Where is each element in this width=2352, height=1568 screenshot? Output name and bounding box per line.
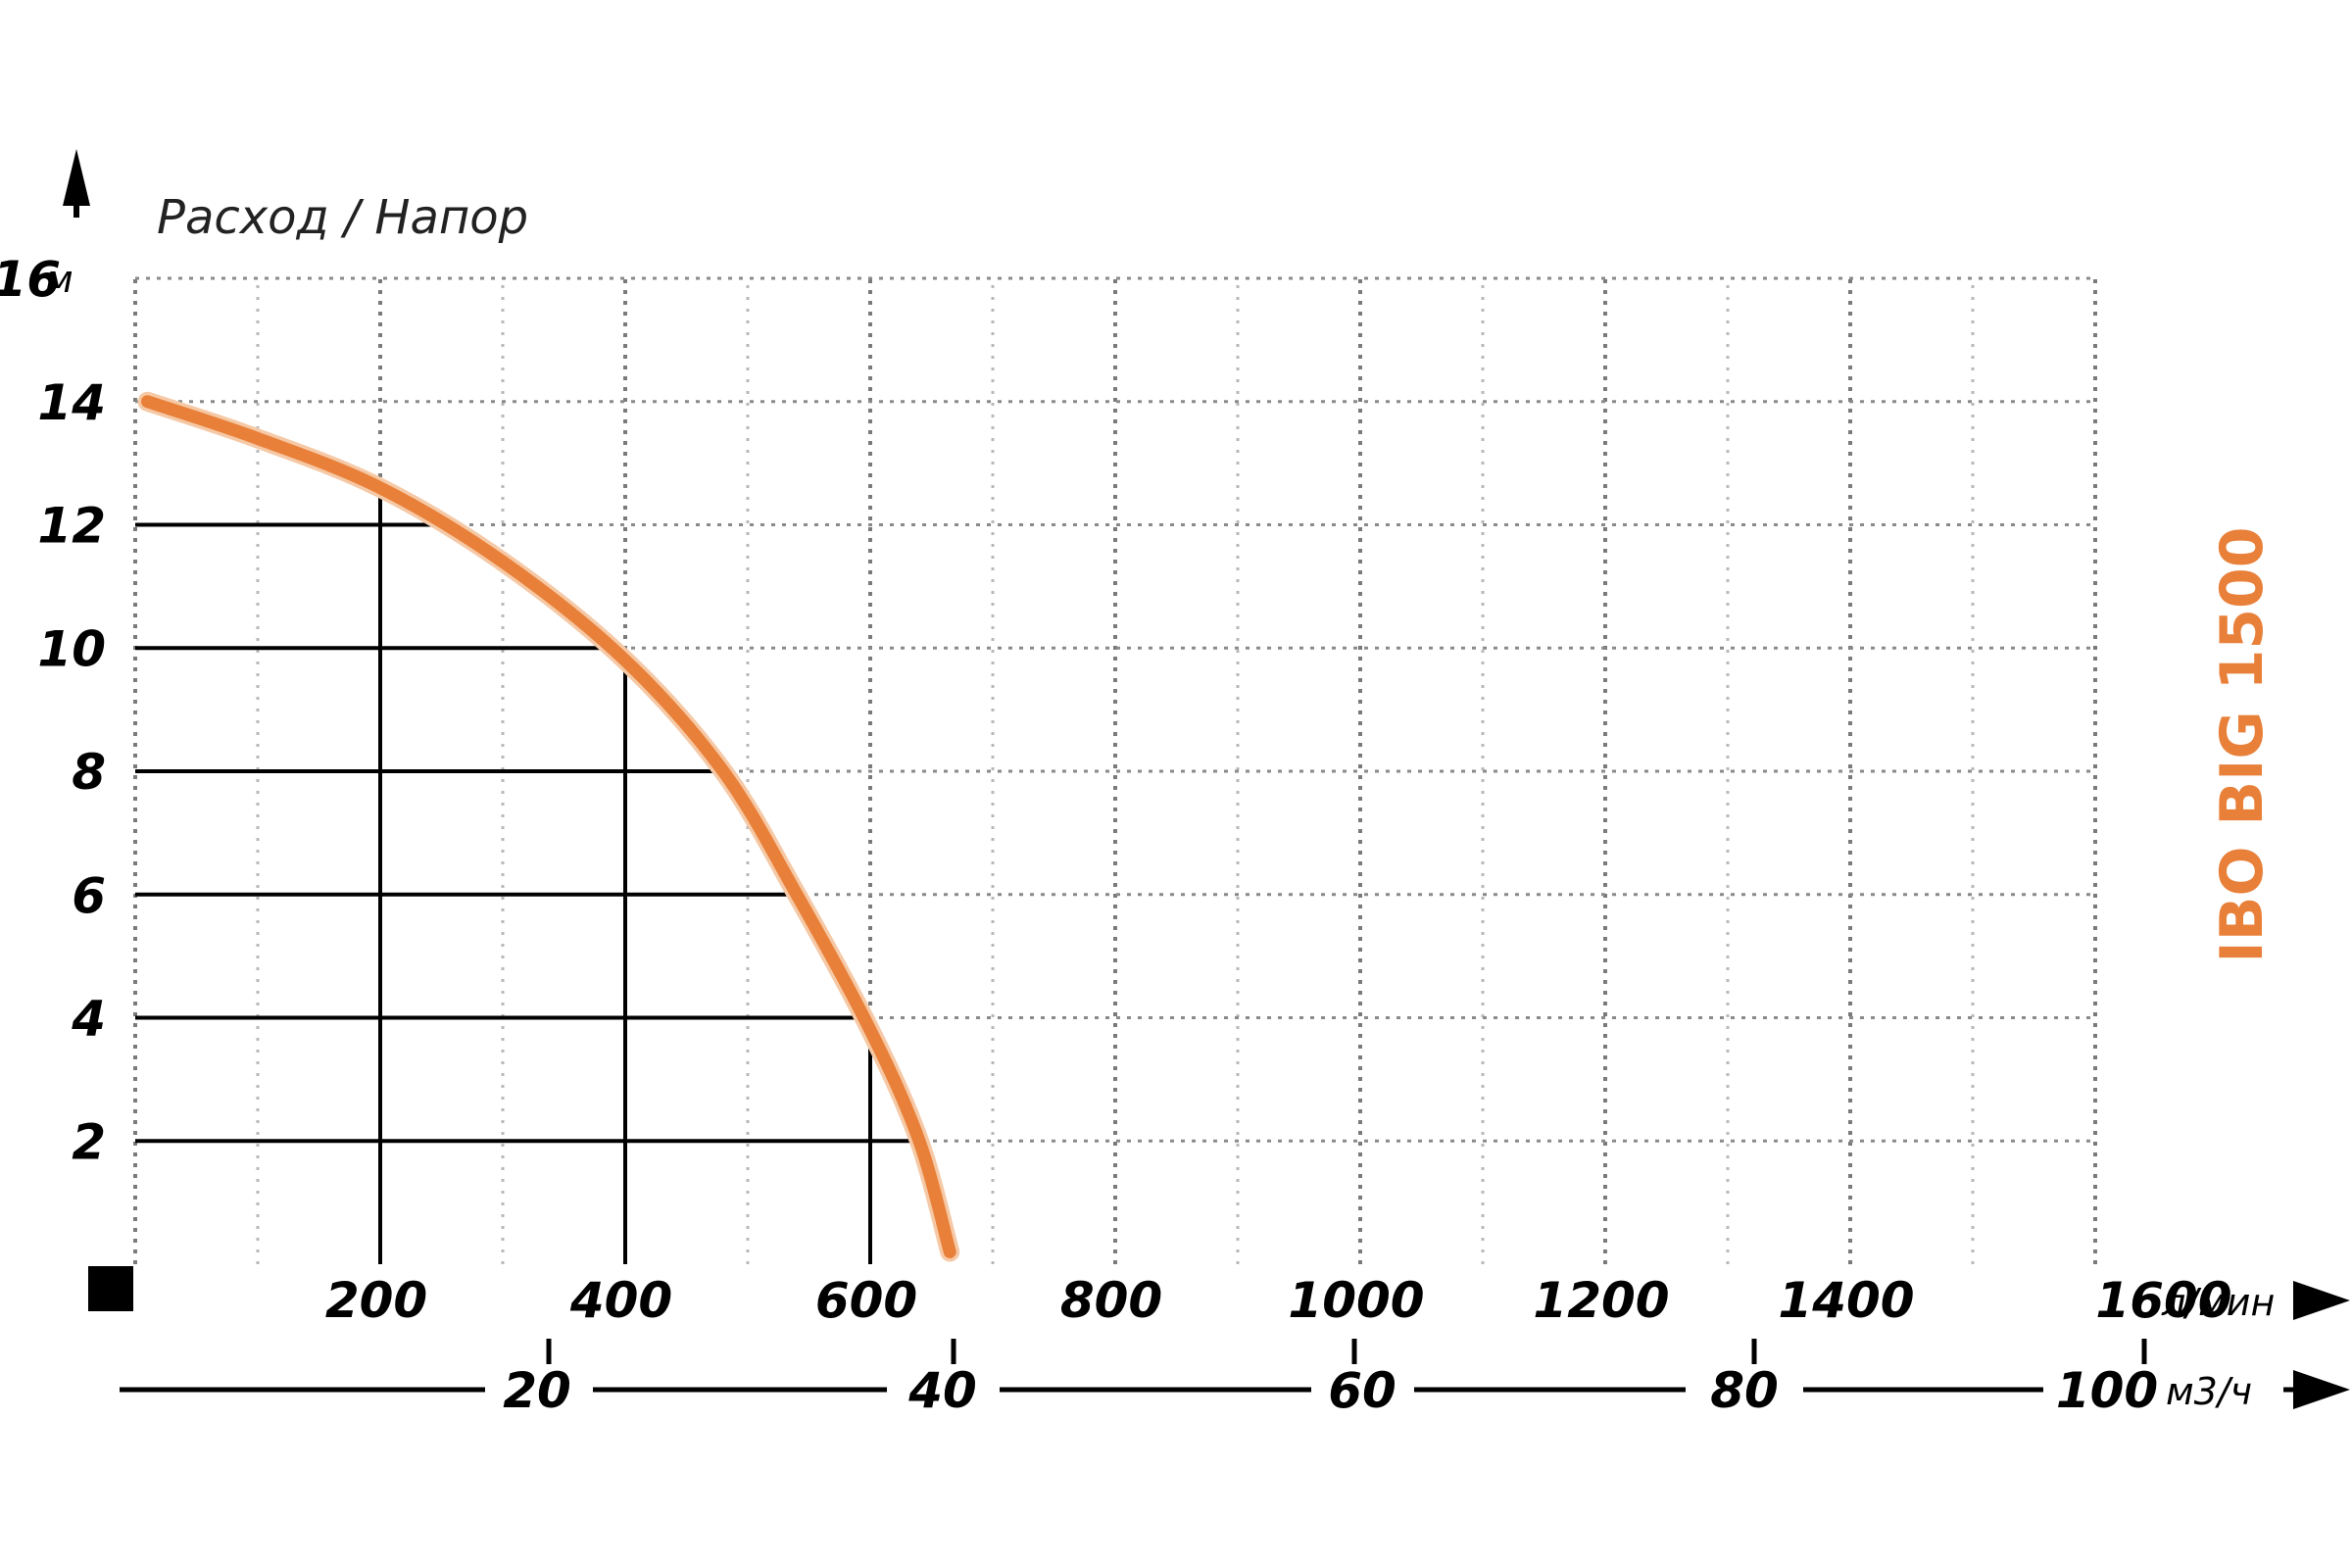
x-axis-arrow-head (2293, 1281, 2350, 1320)
y-axis-arrow-head (63, 149, 90, 206)
y-tick-label: 12 (37, 498, 106, 555)
x2-tick-label: 60 (1328, 1362, 1396, 1419)
y-tick-label: 16 (0, 251, 61, 308)
axes-layer (63, 149, 2350, 1409)
x2-axis-arrow-head (2293, 1370, 2350, 1409)
y-tick-label: 4 (71, 991, 106, 1048)
x-tick-label: 200 (325, 1272, 427, 1329)
x-tick-label: 600 (815, 1272, 917, 1329)
curve-layer (137, 391, 960, 1262)
y-tick-label: 10 (37, 620, 106, 677)
x-tick-label: 1600 (2095, 1272, 2231, 1329)
x2-tick-label: 80 (1710, 1362, 1779, 1419)
x-tick-label: 1000 (1288, 1272, 1424, 1329)
y-tick-label: 6 (72, 867, 106, 924)
reference-lines (135, 487, 919, 1264)
y-unit-label: м (45, 258, 74, 301)
x2-tick-label: 100 (2056, 1362, 2158, 1419)
y-tick-label: 8 (72, 744, 106, 801)
x2-unit-label: м3/ч (2166, 1370, 2252, 1413)
tick-labels: 2 4 6 8 10 12 14 16 200 400 600 800 1000 1200 1400 1600… (0, 251, 2232, 1419)
x-tick-label: 400 (569, 1272, 672, 1329)
x-tick-label: 1400 (1778, 1272, 1914, 1329)
x2-tick-label: 40 (907, 1362, 977, 1419)
axis-title: Расход / Напор (157, 190, 528, 245)
y-tick-label: 14 (37, 374, 106, 431)
x2-tick-label: 20 (503, 1362, 571, 1419)
x-tick-label: 800 (1060, 1272, 1162, 1329)
x-unit-label: л/мин (2161, 1281, 2275, 1324)
model-label: IBO BIG 1500 (2208, 526, 2277, 962)
y-tick-label: 2 (72, 1113, 106, 1170)
x-tick-label: 1200 (1533, 1272, 1669, 1329)
series-line (141, 395, 956, 1258)
origin-square (88, 1266, 133, 1311)
curve-halo (137, 391, 960, 1262)
